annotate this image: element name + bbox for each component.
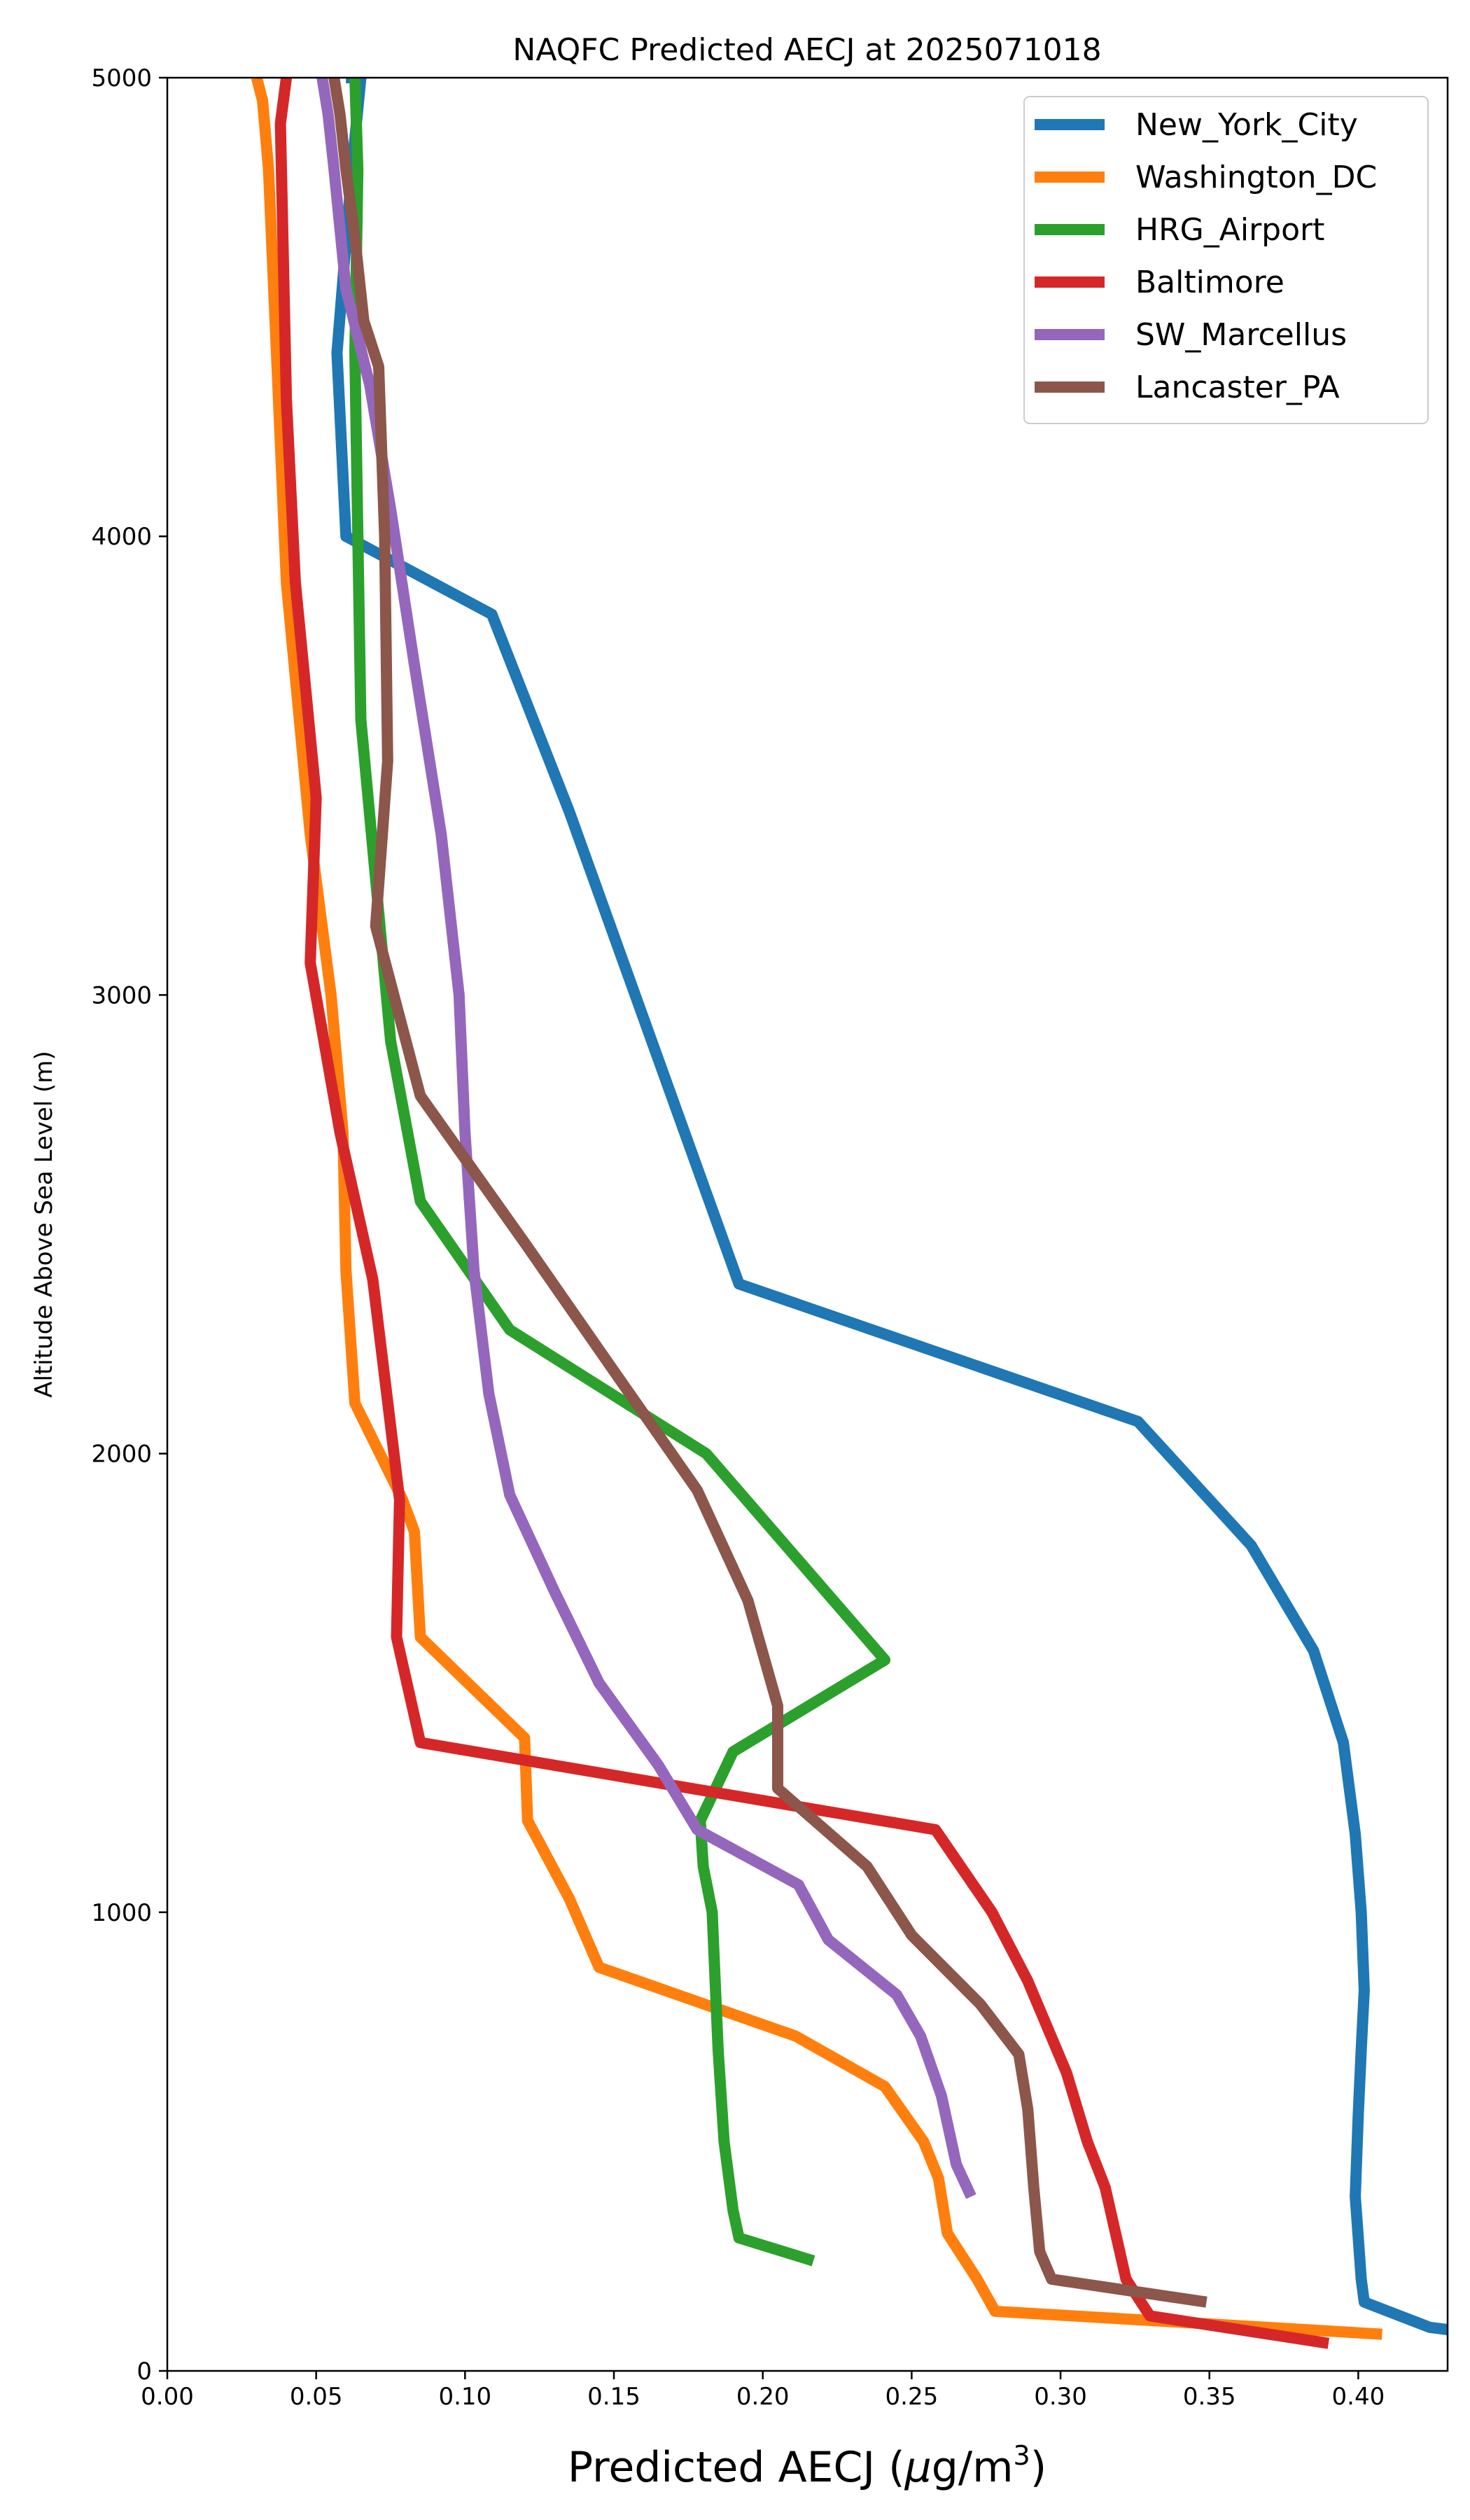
y-axis-ticks: 0 1000 2000 3000 4000 5000 xyxy=(91,64,167,2386)
series-line-new-york-city xyxy=(331,78,1448,2335)
x-tick-label: 0.00 xyxy=(141,2383,194,2411)
x-tick-label: 0.35 xyxy=(1183,2383,1236,2411)
x-axis-label-mu: μ xyxy=(904,2443,932,2492)
x-axis-label: Predicted AECJ (μg/m3) xyxy=(568,2440,1046,2492)
x-tick-label: 0.40 xyxy=(1332,2383,1385,2411)
legend-label-new-york-city: New_York_City xyxy=(1135,107,1358,143)
legend-label-baltimore: Baltimore xyxy=(1135,265,1284,300)
y-tick-label: 3000 xyxy=(91,981,152,1009)
y-axis-label: Altitude Above Sea Level (m) xyxy=(30,1051,58,1398)
legend-label-lancaster-pa: Lancaster_PA xyxy=(1135,370,1340,405)
series-line-lancaster-pa xyxy=(328,78,1208,2308)
legend: New_York_City Washington_DC HRG_Airport Bal… xyxy=(1023,96,1429,424)
x-axis-label-main: Predicted AECJ ( xyxy=(568,2443,905,2492)
y-tick-label: 0 xyxy=(136,2358,152,2386)
series-lines xyxy=(251,78,1448,2349)
x-axis-label-unit: g/m xyxy=(932,2443,1014,2492)
x-tick-label: 0.30 xyxy=(1034,2383,1087,2411)
legend-box xyxy=(1023,96,1429,424)
y-tick-label: 5000 xyxy=(91,64,152,92)
y-tick-label: 2000 xyxy=(91,1441,152,1469)
axes-frame xyxy=(166,76,1449,2372)
x-tick-label: 0.25 xyxy=(886,2383,939,2411)
x-axis-label-superscript: 3 xyxy=(1014,2440,1030,2471)
x-axis-label-close: ) xyxy=(1030,2443,1046,2492)
y-tick-label: 4000 xyxy=(91,523,152,551)
legend-label-hrg-airport: HRG_Airport xyxy=(1135,212,1324,248)
series-line-hrg-airport xyxy=(349,78,891,2267)
legend-entries: New_York_City Washington_DC HRG_Airport Bal… xyxy=(1035,107,1377,405)
x-tick-label: 0.15 xyxy=(587,2383,640,2411)
series-line-baltimore xyxy=(274,78,1330,2349)
x-tick-label: 0.10 xyxy=(438,2383,491,2411)
legend-label-sw-marcellus: SW_Marcellus xyxy=(1135,317,1347,353)
legend-label-washington-dc: Washington_DC xyxy=(1135,160,1377,195)
x-tick-label: 0.20 xyxy=(736,2383,790,2411)
x-tick-label: 0.05 xyxy=(290,2383,343,2411)
x-axis-ticks: 0.00 0.05 0.10 0.15 0.20 0.25 0.30 0.35 0.40 xyxy=(141,2371,1385,2411)
series-line-washington-dc xyxy=(251,78,1382,2340)
series-line-sw-marcellus xyxy=(316,78,976,2199)
y-tick-label: 1000 xyxy=(91,1899,152,1927)
chart-title: NAQFC Predicted AECJ at 2025071018 xyxy=(512,32,1101,68)
